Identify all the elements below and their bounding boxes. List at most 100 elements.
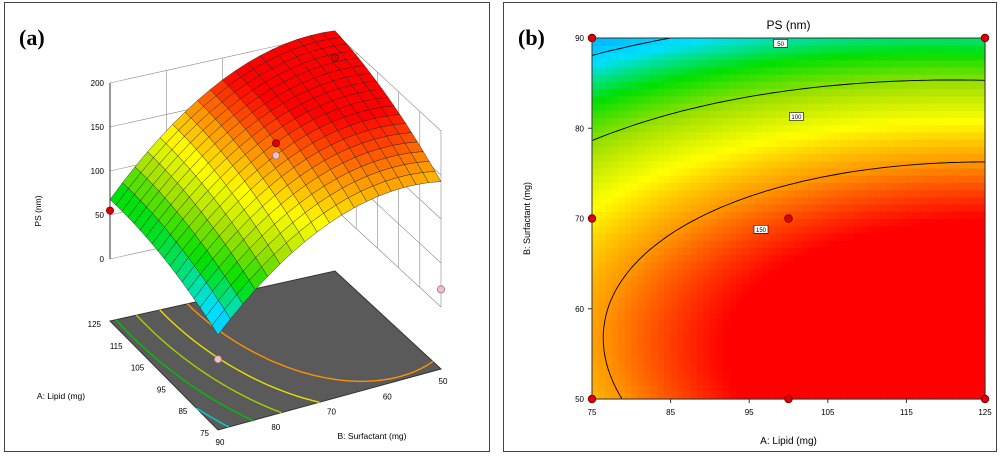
heat-cell — [919, 160, 927, 169]
contour-label-text: 150 — [756, 228, 767, 234]
heat-cell — [801, 240, 809, 248]
heat-cell — [631, 355, 639, 364]
heat-cell — [893, 74, 901, 82]
heat-cell — [781, 74, 790, 82]
heat-cell — [657, 232, 665, 241]
heat-cell — [893, 175, 901, 183]
heat-cell — [716, 247, 724, 256]
heat-cell — [683, 211, 691, 220]
heat-cell — [781, 139, 790, 147]
heat-cell — [867, 240, 875, 248]
heat-cell — [912, 124, 921, 133]
heat-cell — [827, 232, 835, 241]
heat-cell — [716, 341, 724, 350]
heat-cell — [775, 391, 783, 400]
heat-cell — [723, 102, 731, 111]
heat-cell — [723, 59, 731, 68]
heat-cell — [880, 348, 888, 357]
heat-cell — [598, 276, 606, 285]
x-tick-label: 105 — [131, 364, 145, 373]
heat-cell — [899, 204, 907, 212]
heat-cell — [854, 290, 862, 299]
heat-cell — [592, 341, 600, 350]
heat-cell — [781, 290, 790, 299]
heat-cell — [683, 362, 691, 371]
heat-cell — [664, 189, 672, 198]
heat-cell — [827, 102, 835, 111]
heat-cell — [860, 218, 868, 227]
heat-cell — [703, 218, 711, 227]
heat-cell — [611, 218, 619, 227]
heat-cell — [618, 261, 626, 270]
heat-cell — [906, 247, 914, 256]
heat-cell — [670, 370, 678, 378]
heat-cell — [775, 124, 783, 133]
heat-cell — [592, 88, 600, 97]
heat-cell — [749, 334, 757, 342]
heat-cell — [958, 319, 966, 328]
heat-cell — [696, 232, 704, 241]
heat-cell — [723, 348, 731, 357]
heat-cell — [762, 110, 770, 119]
heat-cell — [703, 204, 711, 212]
heat-cell — [808, 355, 816, 364]
heat-cell — [677, 305, 685, 313]
heat-cell — [742, 370, 750, 378]
heat-cell — [919, 261, 927, 270]
heat-cell — [971, 95, 980, 104]
heat-cell — [873, 167, 881, 176]
x-tick-label: 75 — [588, 408, 597, 417]
heat-cell — [965, 196, 973, 205]
heat-cell — [814, 240, 822, 248]
heat-cell — [598, 167, 606, 176]
heat-cell — [952, 45, 960, 54]
heat-cell — [742, 81, 750, 90]
heat-cell — [827, 240, 835, 248]
heat-cell — [690, 377, 698, 386]
heat-cell — [906, 74, 914, 82]
heat-cell — [952, 146, 960, 155]
heat-cell — [742, 182, 750, 191]
heat-cell — [808, 81, 816, 90]
heat-cell — [605, 175, 613, 183]
heat-cell — [808, 305, 816, 313]
heat-cell — [795, 182, 803, 191]
heat-cell — [912, 167, 921, 176]
heat-cell — [932, 384, 940, 393]
heat-cell — [664, 232, 672, 241]
heat-cell — [755, 269, 763, 277]
heat-cell — [840, 218, 849, 227]
heat-cell — [631, 305, 639, 313]
heat-cell — [624, 232, 632, 241]
heat-cell — [958, 66, 966, 75]
heat-cell — [840, 146, 849, 155]
heat-cell — [762, 124, 770, 133]
heat-cell — [592, 319, 600, 328]
heat-cell — [788, 59, 796, 68]
heat-cell — [939, 74, 947, 82]
heat-cell — [729, 391, 737, 400]
heat-cell — [958, 131, 966, 140]
heat-cell — [978, 283, 986, 292]
heat-cell — [716, 305, 724, 313]
heat-cell — [932, 225, 940, 234]
heat-cell — [971, 38, 980, 46]
heat-cell — [788, 283, 796, 292]
heat-cell — [637, 297, 645, 306]
heat-cell — [696, 218, 704, 227]
heat-cell — [657, 305, 665, 313]
heat-cell — [919, 276, 927, 285]
panel-b-label: (b) — [518, 25, 545, 50]
heat-cell — [886, 175, 894, 183]
heat-cell — [598, 38, 606, 46]
heat-cell — [788, 175, 796, 183]
heat-cell — [644, 362, 652, 371]
heat-cell — [736, 153, 744, 162]
heat-cell — [814, 377, 822, 386]
heat-cell — [952, 211, 960, 220]
heat-cell — [690, 66, 698, 75]
heat-cell — [860, 52, 868, 61]
heat-cell — [919, 319, 927, 328]
heat-cell — [919, 52, 927, 61]
